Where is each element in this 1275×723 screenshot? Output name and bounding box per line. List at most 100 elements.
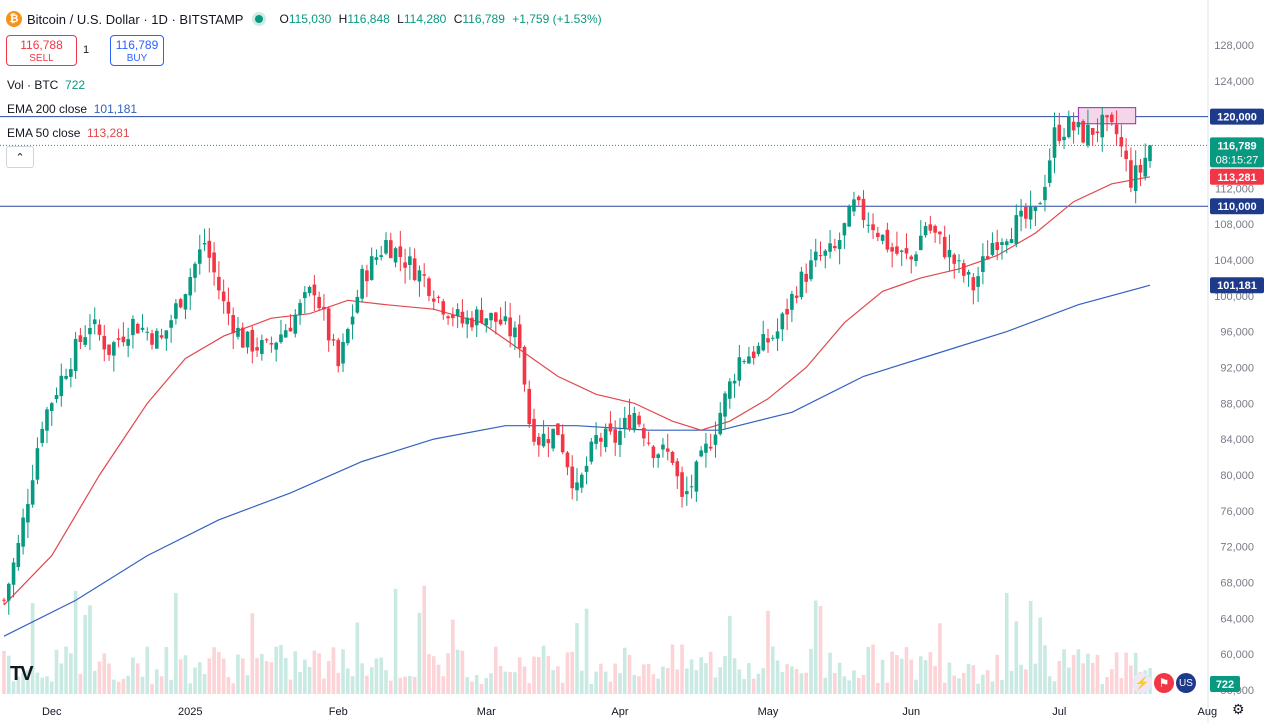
- lightning-icon[interactable]: ⚡: [1132, 673, 1152, 693]
- volume-bar: [83, 615, 87, 694]
- candle-body: [422, 274, 426, 276]
- volume-bar: [675, 669, 680, 694]
- candle-body: [312, 284, 317, 296]
- volume-bar: [307, 667, 312, 694]
- ema50-legend[interactable]: EMA 50 close 113,281: [7, 126, 130, 140]
- candle-body: [823, 250, 828, 256]
- volume-bar: [732, 658, 737, 694]
- volume-bar: [379, 657, 384, 694]
- volume-bar: [212, 647, 216, 694]
- candle-body: [904, 248, 909, 254]
- candle-body: [737, 357, 742, 381]
- symbol-title[interactable]: Bitcoin / U.S. Dollar · 1D · BITSTAMP: [27, 11, 244, 27]
- ohlc-values: O115,030 H116,848 L114,280 C116,789 +1,7…: [279, 12, 602, 26]
- collapse-legend-button[interactable]: ⌃: [6, 146, 34, 168]
- price-label-ema200: 101,181: [1210, 277, 1264, 294]
- candle-body: [245, 331, 250, 348]
- x-tick-label: Aug: [1198, 706, 1218, 718]
- candle-body: [952, 254, 957, 264]
- candle-body: [479, 309, 484, 323]
- volume-bar: [2, 650, 6, 694]
- candle-body: [412, 258, 417, 281]
- volume-bar: [747, 663, 751, 694]
- volume-bar: [723, 655, 727, 694]
- sell-button[interactable]: 116,788 SELL: [6, 35, 77, 66]
- candle-body: [909, 256, 914, 260]
- x-tick-label: 2025: [178, 706, 202, 718]
- candle-body: [1143, 157, 1148, 177]
- volume-bar: [704, 663, 708, 694]
- volume-bar: [809, 648, 813, 694]
- volume-bar: [1028, 600, 1033, 694]
- candle-body: [360, 268, 364, 299]
- candle-body: [923, 226, 928, 236]
- candle-body: [1014, 215, 1019, 244]
- candle-body: [517, 324, 522, 349]
- us-flag-icon[interactable]: US: [1176, 673, 1196, 693]
- candle-body: [885, 229, 890, 250]
- volume-bar: [890, 651, 894, 694]
- flag-icon[interactable]: ⚑: [1154, 673, 1174, 693]
- volume-bar: [283, 658, 288, 694]
- volume-bar: [670, 644, 675, 694]
- volume-bar: [637, 676, 641, 694]
- candle-body: [818, 255, 823, 257]
- candle-body: [1038, 203, 1042, 205]
- svg-text:113,281: 113,281: [1217, 172, 1256, 184]
- volume-bar: [1090, 662, 1095, 694]
- buy-button[interactable]: 116,789 BUY: [110, 35, 164, 66]
- candle-body: [1052, 127, 1057, 158]
- volume-bar: [1009, 670, 1014, 694]
- x-tick-label: Mar: [477, 706, 496, 718]
- volume-indicator-legend[interactable]: Vol · BTC 722: [7, 78, 86, 92]
- tradingview-logo[interactable]: TV: [10, 663, 34, 685]
- candle-body: [365, 270, 369, 282]
- volume-bar: [498, 666, 503, 694]
- volume-bar: [1133, 652, 1138, 694]
- volume-bar: [952, 675, 957, 694]
- volume-bar: [971, 665, 976, 694]
- candle-body: [570, 466, 575, 489]
- candle-body: [1133, 165, 1138, 192]
- volume-bar: [761, 668, 766, 694]
- x-tick-label: Apr: [611, 706, 628, 718]
- candle-body: [856, 196, 861, 201]
- volume-bar: [470, 681, 474, 694]
- price-label-last: 116,789 08:15:27: [1210, 137, 1264, 168]
- volume-bar: [1024, 669, 1028, 694]
- candle-body: [627, 414, 632, 430]
- volume-bar: [441, 676, 446, 694]
- low-value: 114,280: [403, 12, 447, 26]
- candle-body: [608, 423, 613, 432]
- candle-body: [207, 240, 212, 258]
- volume-bar: [718, 667, 723, 694]
- volume-bar: [384, 670, 388, 694]
- volume-bar: [541, 645, 546, 694]
- x-tick-label: Feb: [329, 706, 348, 718]
- volume-bar: [474, 675, 479, 694]
- volume-bar: [527, 683, 532, 694]
- candle-body: [594, 435, 598, 444]
- volume-bar: [961, 672, 966, 694]
- volume-bar: [627, 654, 632, 694]
- candle-body: [575, 482, 579, 491]
- volume-bar: [756, 673, 761, 694]
- candle-body: [2, 599, 6, 601]
- candle-body: [1090, 127, 1095, 135]
- volume-bar: [73, 590, 78, 694]
- candle-body: [685, 491, 689, 495]
- y-tick-label: 112,000: [1215, 183, 1254, 195]
- x-tick-label: Jul: [1052, 706, 1066, 718]
- candle-body: [498, 319, 503, 325]
- candle-body: [369, 256, 374, 280]
- candle-body: [350, 316, 355, 325]
- candle-body: [938, 231, 942, 235]
- ema200-legend[interactable]: EMA 200 close 101,181: [7, 102, 138, 116]
- candle-body: [1019, 210, 1023, 217]
- candle-body: [1129, 160, 1133, 188]
- volume-bar: [1014, 621, 1019, 694]
- candle-body: [708, 446, 713, 449]
- settings-gear-icon[interactable]: ⚙: [1232, 701, 1245, 717]
- volume-bar: [365, 675, 369, 694]
